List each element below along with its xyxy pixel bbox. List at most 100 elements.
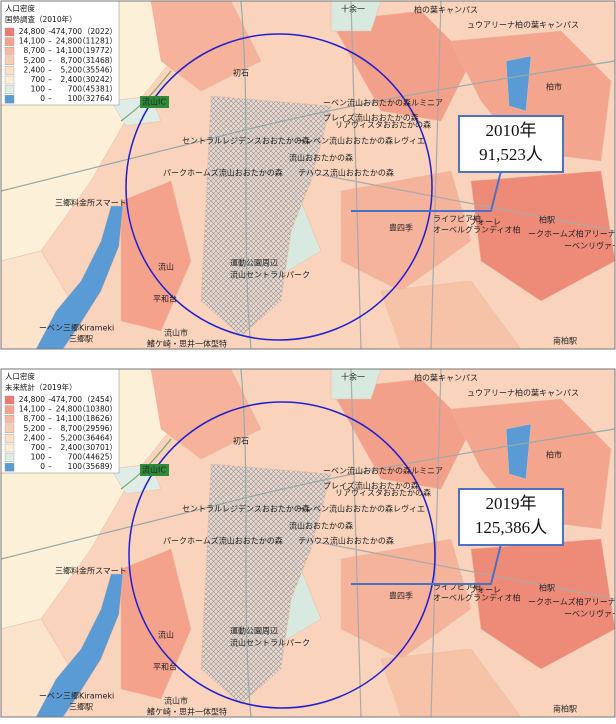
legend-low: 24,800	[19, 395, 45, 404]
legend-dash: –	[48, 85, 52, 94]
map-area	[340, 170, 472, 292]
place-label: セントラルレジデンスおおたかの森	[182, 136, 310, 146]
legend-dash: –	[48, 75, 52, 84]
road	[1, 428, 615, 560]
legend-swatch	[4, 462, 15, 472]
place-label: ーベンリヴァー	[564, 609, 616, 619]
radius-circle	[125, 33, 433, 341]
legend-dash: –	[48, 65, 52, 74]
legend-low: 5,200	[24, 56, 46, 65]
legend-high: 700	[68, 85, 83, 94]
legend-high: 5,200	[61, 433, 83, 442]
map-area	[150, 1, 262, 92]
place-label: 流山IC	[142, 465, 166, 475]
callout-year: 2010年	[486, 121, 537, 140]
map-area	[200, 95, 332, 337]
map-area	[450, 30, 612, 162]
road	[350, 1, 362, 349]
legend-dash: –	[48, 27, 52, 36]
legend-high: 8,700	[61, 424, 83, 433]
map-area	[450, 398, 612, 530]
place-label: 流山おおたかの森	[289, 153, 353, 163]
road	[300, 170, 615, 232]
legend-high: 474,700	[51, 27, 82, 36]
legend-count: （10380）	[78, 405, 117, 414]
place-label: 三郷駅	[69, 335, 93, 344]
legend-high: 24,800	[56, 37, 82, 46]
place-label: 平和台	[153, 662, 177, 672]
legend-low: 0	[40, 94, 45, 103]
legend-low: 24,800	[19, 27, 45, 36]
legend-swatch	[4, 424, 15, 433]
legend-high: 14,100	[56, 46, 82, 55]
place-label: 運動公園周辺	[230, 627, 278, 636]
place-label: ーベン三郷Kirameki	[39, 324, 114, 333]
map-area	[470, 538, 615, 670]
legend-swatch	[4, 415, 15, 424]
legend-dash: –	[48, 414, 52, 423]
road	[430, 369, 442, 717]
place-label: 三郷料金所スマート	[55, 566, 127, 576]
callout-line	[351, 543, 502, 585]
map-area	[35, 205, 124, 349]
legend-count: （11281）	[78, 37, 117, 46]
legend-count: （35689）	[78, 462, 117, 471]
legend-count: （2454）	[83, 395, 117, 404]
map-area	[470, 170, 615, 302]
callout-year: 2019年	[486, 494, 537, 513]
legend-high: 14,100	[56, 414, 82, 423]
place-label: 運動公園周辺	[230, 259, 278, 268]
map-area	[200, 463, 332, 705]
legend-swatch	[4, 453, 15, 462]
place-label: 流山セントラルパーク	[230, 270, 310, 280]
place-label: パークホームズ流山おおたかの森	[163, 168, 283, 178]
legend-high: 8,700	[61, 56, 83, 65]
place-label: 柏の葉キャンパス	[414, 373, 478, 383]
legend-title: 人口密度	[5, 3, 35, 13]
place-label: 柏市	[546, 450, 562, 460]
legend-swatch	[4, 405, 15, 414]
legend-count: （36464）	[78, 433, 117, 442]
road	[1, 60, 615, 192]
place-label: 流山おおたかの森	[289, 521, 353, 531]
map-area	[330, 1, 382, 32]
legend-swatch	[4, 37, 15, 46]
ic-marker	[140, 96, 169, 108]
map-area	[120, 180, 192, 332]
legend-high: 2,400	[61, 75, 83, 84]
legend-dash: –	[48, 462, 52, 471]
legend-swatch	[4, 27, 15, 37]
legend-low: 0	[40, 462, 45, 471]
place-label: 鰭ケ崎・思井一体型特	[147, 339, 227, 349]
legend-swatch	[4, 66, 15, 75]
place-label: 柏市	[546, 82, 562, 92]
legend-dash: –	[48, 56, 52, 65]
map-area	[150, 369, 262, 460]
legend-count: （2022）	[83, 27, 117, 36]
place-label: ークホームズ柏アリーナ	[528, 597, 616, 607]
place-label: 流山IC	[142, 97, 166, 107]
legend-low: 8,700	[24, 46, 46, 55]
place-label: プレイズ流山おおたかの森	[323, 481, 419, 491]
map: 初石流山IC三郷料金所スマート流山平和台流山市鰭ケ崎・思井一体型特運動公園周辺流…	[1, 369, 616, 717]
legend-low: 100	[31, 85, 46, 94]
map-panel: 初石流山IC三郷料金所スマート流山平和台流山市鰭ケ崎・思井一体型特運動公園周辺流…	[0, 0, 616, 350]
radius-circle	[128, 401, 436, 709]
legend-box	[0, 368, 120, 474]
legend-count: （44625）	[78, 453, 117, 462]
legend-dash: –	[48, 453, 52, 462]
legend-low: 14,100	[19, 37, 45, 46]
callout-line	[351, 170, 502, 212]
legend-swatch	[4, 395, 15, 405]
legend-high: 5,200	[61, 65, 83, 74]
legend-subtitle: 未来統計（2019年）	[5, 382, 77, 392]
map-panel: 初石流山IC三郷料金所スマート流山平和台流山市鰭ケ崎・思井一体型特運動公園周辺流…	[0, 368, 616, 718]
map: 初石流山IC三郷料金所スマート流山平和台流山市鰭ケ崎・思井一体型特運動公園周辺流…	[1, 1, 615, 349]
map-area	[340, 538, 472, 660]
place-label: ュウアリーナ柏の葉キャンパス	[467, 20, 579, 30]
place-label: 柏駅	[539, 215, 555, 225]
place-label: 柏駅	[539, 583, 555, 593]
